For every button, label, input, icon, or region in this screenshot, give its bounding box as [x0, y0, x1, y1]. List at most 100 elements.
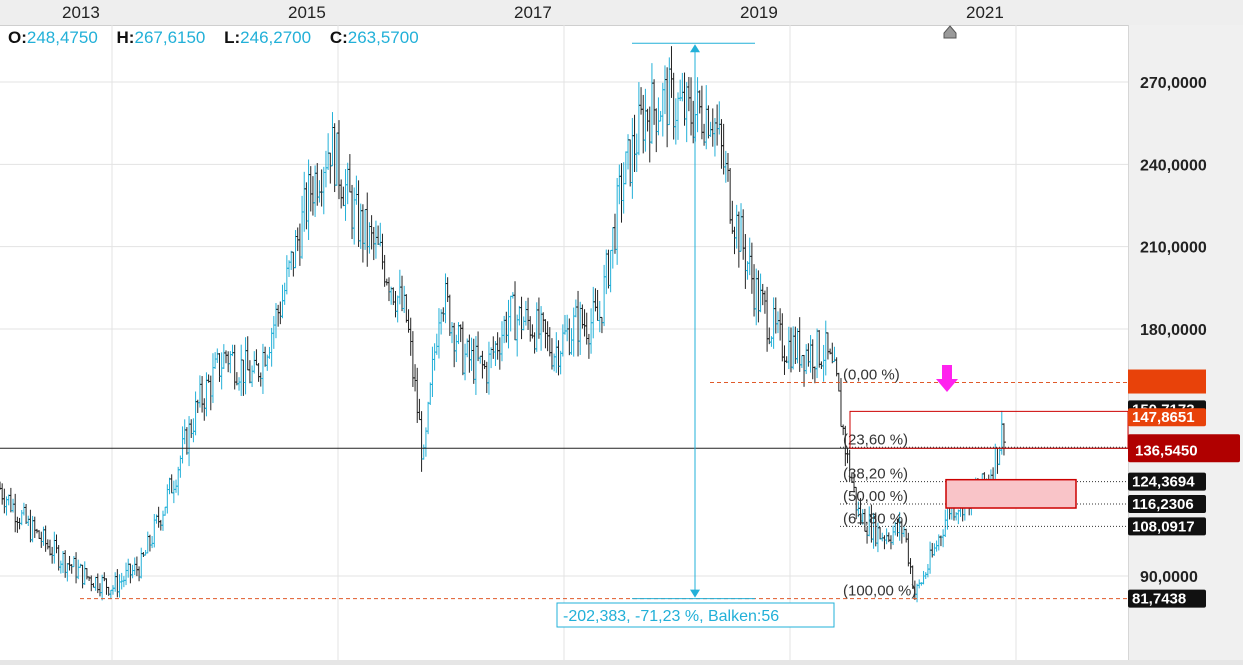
ohlc-bar: [495, 332, 500, 360]
ohlc-bar: [436, 308, 441, 359]
ohlc-bar: [515, 314, 520, 357]
ohlc-bar: [730, 200, 735, 234]
ohlc-bar: [280, 284, 285, 319]
ohlc-bar: [147, 534, 152, 552]
ohlc-bar: [556, 340, 561, 376]
ohlc-bar: [639, 87, 644, 115]
ohlc-bar: [402, 285, 407, 313]
ohlc-bar: [715, 104, 720, 146]
ohlc-bar: [943, 509, 948, 538]
ohlc-bar: [295, 227, 300, 252]
ohlc-bar: [712, 118, 717, 157]
ohlc-bar: [797, 317, 802, 372]
ohlc-bar: [493, 341, 498, 366]
ohlc-bar: [549, 338, 554, 370]
ohlc-bar: [649, 63, 654, 144]
ohlc-bar: [743, 234, 748, 289]
home-triangle-icon[interactable]: [942, 25, 958, 39]
ohlc-bar: [602, 264, 607, 327]
target-zone-box: [945, 478, 1077, 509]
ohlc-bar: [37, 530, 42, 539]
ohlc-bar: [124, 562, 129, 586]
ohlc-bar: [24, 504, 29, 524]
ohlc-bar: [486, 341, 491, 395]
ohlc-bar: [808, 335, 813, 373]
ohlc-bar: [517, 305, 522, 326]
ohlc-bar: [736, 211, 741, 268]
ohlc-bar: [354, 175, 359, 205]
ohlc-bar: [441, 307, 446, 322]
ohlc-bar: [180, 426, 185, 464]
ohlc-bar: [230, 344, 235, 357]
ohlc-bar: [471, 338, 476, 384]
ohlc-bar: [845, 448, 850, 464]
bottom-scroll-strip[interactable]: [0, 660, 1243, 665]
ohlc-bar: [182, 419, 187, 445]
ohlc-bar: [745, 261, 750, 280]
price-axis[interactable]: [1128, 25, 1243, 660]
ohlc-bar: [113, 572, 118, 592]
ohlc-bar: [141, 552, 146, 557]
ohlc-bar: [284, 255, 289, 295]
ohlc-bar: [360, 204, 365, 263]
ohlc-bar: [597, 300, 602, 333]
price-badge: [1128, 495, 1206, 514]
high-value: 267,6150: [134, 28, 206, 47]
ohlc-bar: [526, 297, 531, 330]
ohlc-bar: [363, 209, 368, 250]
ohlc-bar: [532, 332, 537, 354]
ohlc-bar: [156, 506, 161, 528]
ohlc-bar: [928, 541, 933, 574]
ohlc-bar: [167, 477, 172, 495]
ohlc-bar: [610, 227, 615, 269]
ohlc-bar: [184, 427, 189, 455]
high-label: H:: [116, 28, 135, 47]
ohlc-bar: [547, 327, 552, 357]
ohlc-bar: [460, 321, 465, 376]
ohlc-bar: [819, 361, 824, 370]
ohlc-bar: [521, 316, 526, 331]
ohlc-bar: [215, 348, 220, 363]
time-axis[interactable]: 2013 2015 2017 2019 2021: [0, 0, 1243, 26]
ohlc-bar: [995, 447, 1000, 474]
ohlc-bar: [504, 311, 509, 343]
ohlc-bar: [725, 152, 730, 182]
ohlc-bar: [6, 494, 11, 506]
ohlc-bar: [65, 563, 70, 582]
ohlc-bar: [330, 112, 335, 167]
ohlc-bar: [400, 275, 405, 312]
ohlc-bar: [775, 311, 780, 334]
ohlc-bar: [310, 176, 315, 216]
ohlc-bar: [749, 242, 754, 294]
ohlc-bar: [473, 336, 478, 395]
ohlc-bar: [243, 337, 248, 395]
ohlc-bar: [395, 295, 400, 323]
ohlc-bar: [599, 316, 604, 334]
ohlc-bar: [519, 296, 524, 340]
ohlc-bar: [467, 334, 472, 373]
ohlc-bar: [671, 72, 676, 140]
ohlc-bar: [82, 561, 87, 585]
ohlc-bar: [160, 510, 165, 531]
ohlc-bar: [704, 85, 709, 150]
ohlc-bar: [145, 531, 150, 554]
ohlc-bar: [369, 215, 374, 250]
close-value: 263,5700: [347, 28, 419, 47]
ohlc-bar: [941, 529, 946, 548]
ohlc-bar: [906, 532, 911, 567]
ohlc-bar: [619, 163, 624, 223]
ohlc-bar: [293, 230, 298, 269]
ohlc-bar: [271, 316, 276, 349]
ohlc-readout: O:248,4750 H:267,6150 L:246,2700 C:263,5…: [8, 28, 433, 48]
ohlc-bar: [137, 566, 142, 582]
ohlc-bar: [463, 343, 468, 381]
ohlc-bar: [804, 344, 809, 375]
ohlc-bar: [662, 65, 667, 115]
ohlc-bar: [434, 333, 439, 355]
ohlc-bar: [306, 159, 311, 240]
ohlc-bar: [571, 307, 576, 357]
ohlc-bar: [204, 372, 209, 417]
close-label: C:: [329, 28, 348, 47]
